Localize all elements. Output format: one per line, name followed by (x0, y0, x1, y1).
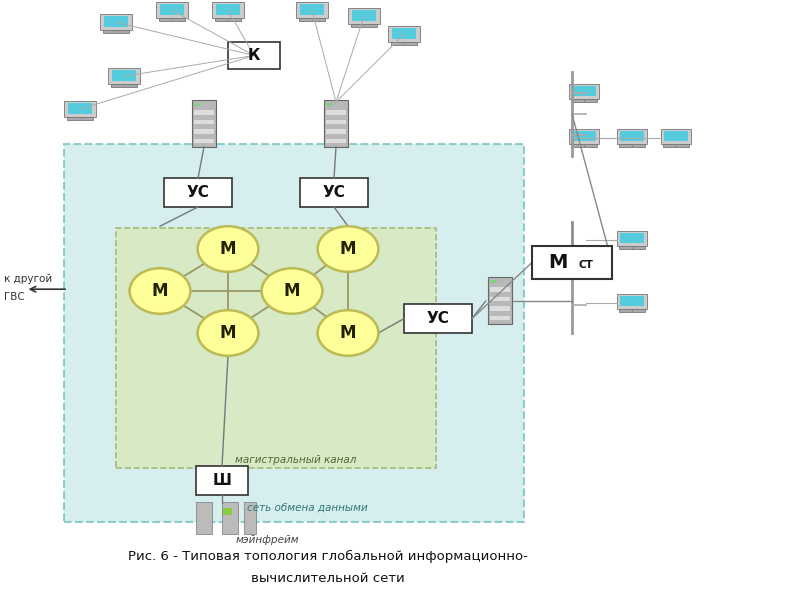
Text: вычислительной сети: вычислительной сети (251, 572, 405, 586)
FancyBboxPatch shape (64, 101, 96, 116)
FancyBboxPatch shape (228, 42, 280, 69)
FancyBboxPatch shape (326, 103, 333, 106)
Text: УС: УС (186, 185, 210, 200)
FancyBboxPatch shape (194, 139, 214, 143)
FancyBboxPatch shape (196, 502, 212, 534)
FancyBboxPatch shape (390, 41, 418, 45)
FancyBboxPatch shape (157, 2, 188, 17)
Text: ГВС: ГВС (4, 292, 25, 302)
FancyBboxPatch shape (326, 129, 346, 134)
Text: к другой: к другой (4, 274, 52, 284)
FancyBboxPatch shape (350, 23, 378, 27)
Text: Ш: Ш (213, 473, 231, 488)
FancyBboxPatch shape (569, 84, 599, 98)
Circle shape (198, 226, 258, 272)
FancyBboxPatch shape (158, 17, 186, 21)
FancyBboxPatch shape (620, 131, 644, 141)
Text: мэйнфрейм: мэйнфрейм (236, 535, 300, 545)
FancyBboxPatch shape (104, 16, 128, 27)
Circle shape (318, 226, 378, 272)
FancyBboxPatch shape (223, 508, 231, 515)
Text: К: К (248, 48, 260, 63)
FancyBboxPatch shape (349, 8, 379, 23)
Text: М: М (220, 240, 236, 258)
FancyBboxPatch shape (572, 131, 596, 141)
FancyBboxPatch shape (160, 4, 184, 15)
FancyBboxPatch shape (68, 103, 92, 114)
FancyBboxPatch shape (216, 4, 240, 15)
FancyBboxPatch shape (617, 128, 647, 144)
FancyBboxPatch shape (214, 17, 242, 21)
FancyBboxPatch shape (488, 277, 512, 324)
FancyBboxPatch shape (619, 308, 645, 312)
FancyBboxPatch shape (532, 246, 612, 279)
FancyBboxPatch shape (109, 68, 140, 83)
FancyBboxPatch shape (571, 144, 597, 147)
FancyBboxPatch shape (326, 110, 346, 115)
FancyBboxPatch shape (110, 83, 138, 87)
FancyBboxPatch shape (194, 120, 214, 124)
FancyBboxPatch shape (490, 297, 510, 301)
Text: М: М (340, 324, 356, 342)
Text: Рис. 6 - Типовая топология глобальной информационно-: Рис. 6 - Типовая топология глобальной ин… (128, 550, 528, 563)
FancyBboxPatch shape (326, 139, 346, 143)
FancyBboxPatch shape (324, 100, 348, 147)
FancyBboxPatch shape (64, 144, 524, 522)
FancyBboxPatch shape (490, 316, 510, 320)
FancyBboxPatch shape (196, 466, 248, 495)
Circle shape (130, 268, 190, 314)
FancyBboxPatch shape (222, 502, 238, 534)
FancyBboxPatch shape (619, 144, 645, 147)
Text: магистральный канал: магистральный канал (235, 455, 357, 465)
Text: СТ: СТ (578, 260, 594, 270)
FancyBboxPatch shape (490, 280, 497, 283)
Text: М: М (220, 324, 236, 342)
FancyBboxPatch shape (101, 14, 131, 29)
FancyBboxPatch shape (300, 178, 368, 207)
FancyBboxPatch shape (116, 228, 436, 468)
FancyBboxPatch shape (392, 28, 416, 39)
FancyBboxPatch shape (389, 26, 419, 41)
FancyBboxPatch shape (571, 98, 597, 102)
Circle shape (262, 268, 322, 314)
FancyBboxPatch shape (243, 502, 256, 534)
Text: сеть обмена данными: сеть обмена данными (247, 503, 368, 513)
FancyBboxPatch shape (164, 178, 232, 207)
FancyBboxPatch shape (192, 100, 216, 147)
FancyBboxPatch shape (490, 287, 510, 292)
FancyBboxPatch shape (194, 110, 214, 115)
FancyBboxPatch shape (194, 129, 214, 134)
FancyBboxPatch shape (617, 294, 647, 308)
Circle shape (318, 310, 378, 356)
FancyBboxPatch shape (102, 29, 130, 33)
FancyBboxPatch shape (298, 17, 326, 21)
FancyBboxPatch shape (619, 246, 645, 249)
FancyBboxPatch shape (300, 4, 324, 15)
FancyBboxPatch shape (620, 296, 644, 306)
Text: М: М (340, 240, 356, 258)
FancyBboxPatch shape (404, 304, 472, 333)
FancyBboxPatch shape (326, 120, 346, 124)
FancyBboxPatch shape (490, 306, 510, 311)
FancyBboxPatch shape (661, 128, 691, 144)
FancyBboxPatch shape (194, 103, 201, 106)
FancyBboxPatch shape (212, 2, 243, 17)
FancyBboxPatch shape (112, 70, 136, 81)
Text: М: М (548, 253, 567, 272)
FancyBboxPatch shape (617, 231, 647, 246)
Text: УС: УС (426, 311, 450, 326)
FancyBboxPatch shape (620, 233, 644, 244)
Text: М: М (284, 282, 300, 300)
FancyBboxPatch shape (66, 116, 94, 120)
FancyBboxPatch shape (296, 2, 328, 17)
Text: УС: УС (322, 185, 346, 200)
Circle shape (198, 310, 258, 356)
FancyBboxPatch shape (663, 144, 689, 147)
FancyBboxPatch shape (352, 10, 376, 21)
Text: М: М (152, 282, 168, 300)
FancyBboxPatch shape (664, 131, 688, 141)
FancyBboxPatch shape (572, 86, 596, 97)
FancyBboxPatch shape (569, 128, 599, 144)
